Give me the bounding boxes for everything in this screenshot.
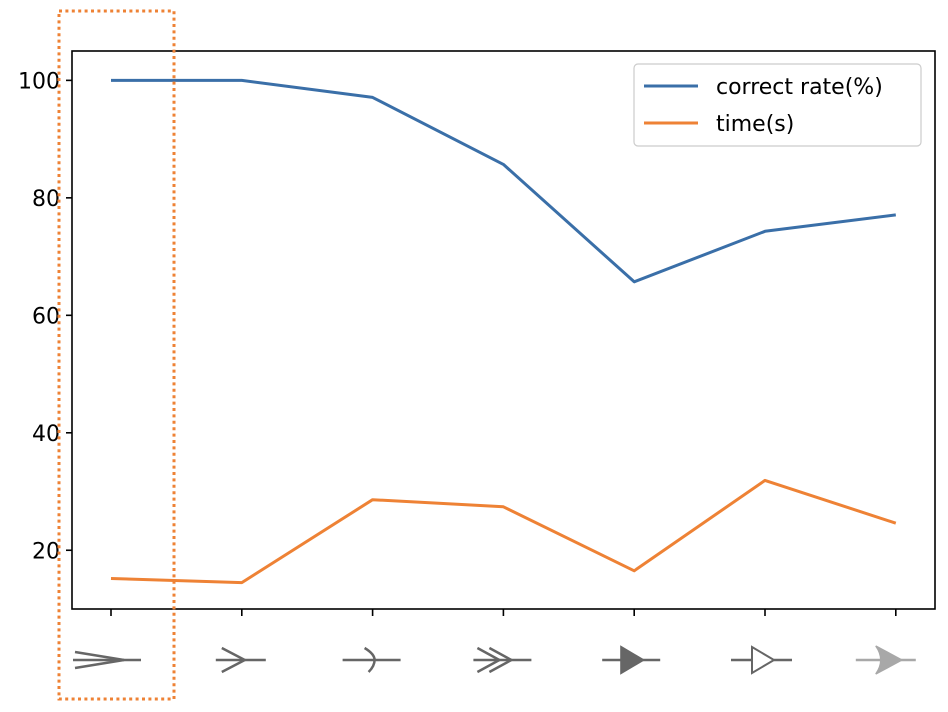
open-arrow-icon (215, 646, 266, 674)
y-tick-label: 100 (18, 69, 60, 94)
y-tick-label: 60 (32, 304, 60, 329)
double-chevron-arrow-icon (473, 646, 532, 674)
x-axis (110, 609, 897, 616)
legend-box (633, 63, 922, 147)
series-line-1 (110, 478, 897, 585)
highlight-box (57, 9, 176, 701)
y-axis: 20 40 60 80 100 (18, 69, 72, 564)
y-tick-label: 20 (32, 539, 60, 564)
open-arrow-with-tail-icon (73, 650, 141, 670)
y-tick-label: 40 (32, 422, 60, 447)
hollow-triangle-arrow-icon (731, 645, 792, 675)
legend-label-correct-rate: correct rate(%) (716, 75, 883, 100)
y-tick-label: 80 (32, 187, 60, 212)
swept-arrow-icon (855, 645, 916, 675)
series-lines (110, 78, 897, 585)
filled-triangle-arrow-icon (602, 645, 661, 675)
plot-frame (71, 50, 936, 610)
legend-label-time: time(s) (716, 112, 794, 137)
curved-tick-arrow-icon (342, 646, 401, 673)
category-icons (73, 645, 916, 675)
series-line-0 (111, 78, 896, 284)
legend: correct rate(%) time(s) (633, 63, 922, 147)
